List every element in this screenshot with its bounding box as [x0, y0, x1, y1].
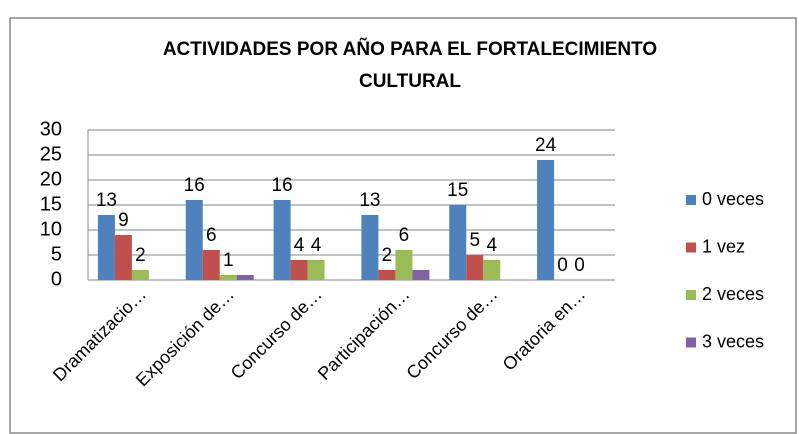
- y-tick-label: 20: [40, 168, 62, 190]
- bar: [361, 215, 379, 280]
- bar: [273, 200, 291, 280]
- data-label: 4: [311, 235, 322, 256]
- data-label: 24: [535, 135, 557, 156]
- chart-title: ACTIVIDADES POR AÑO PARA EL FORTALECIMIE…: [163, 38, 657, 92]
- bar: [236, 275, 254, 280]
- y-tick-label: 15: [40, 193, 62, 215]
- bar: [378, 270, 396, 280]
- bar: [449, 205, 467, 280]
- bar: [412, 270, 430, 280]
- legend-swatch: [686, 290, 696, 300]
- y-tick-label: 0: [51, 268, 62, 290]
- legend-label: 1 vez: [702, 236, 745, 256]
- data-label: 2: [382, 245, 393, 266]
- data-label: 15: [447, 180, 468, 201]
- y-tick-label: 5: [51, 243, 62, 265]
- legend-swatch: [686, 337, 696, 348]
- data-label: 0: [574, 255, 585, 276]
- legend-swatch: [686, 242, 696, 253]
- bar: [395, 250, 413, 280]
- data-label: 16: [184, 175, 205, 196]
- legend-label: 0 veces: [702, 189, 764, 209]
- legend-label: 2 veces: [702, 284, 764, 304]
- data-label: 9: [118, 210, 129, 231]
- bar: [483, 260, 501, 280]
- chart-frame: [9, 17, 797, 434]
- bar: [537, 160, 555, 280]
- data-label: 1: [223, 250, 234, 271]
- bar: [97, 215, 115, 280]
- bar: [307, 260, 325, 280]
- data-label: 0: [557, 255, 568, 276]
- bar: [290, 260, 308, 280]
- y-tick-label: 30: [40, 118, 62, 140]
- data-label: 5: [469, 230, 480, 251]
- bar: [114, 235, 132, 280]
- data-label: 16: [272, 175, 293, 196]
- data-label: 6: [399, 225, 410, 246]
- bar: [131, 270, 149, 280]
- y-tick-label: 10: [40, 218, 62, 240]
- legend-label: 3 veces: [702, 331, 764, 351]
- bar: [219, 275, 237, 280]
- bar: [466, 255, 484, 280]
- data-label: 13: [359, 190, 380, 211]
- y-tick-label: 25: [40, 143, 62, 165]
- bar: [202, 250, 220, 280]
- data-label: 13: [96, 190, 117, 211]
- legend-swatch: [686, 195, 696, 205]
- data-label: 4: [294, 235, 305, 256]
- bar: [185, 200, 203, 280]
- data-label: 4: [486, 235, 497, 256]
- data-label: 6: [206, 225, 217, 246]
- data-label: 2: [135, 245, 146, 266]
